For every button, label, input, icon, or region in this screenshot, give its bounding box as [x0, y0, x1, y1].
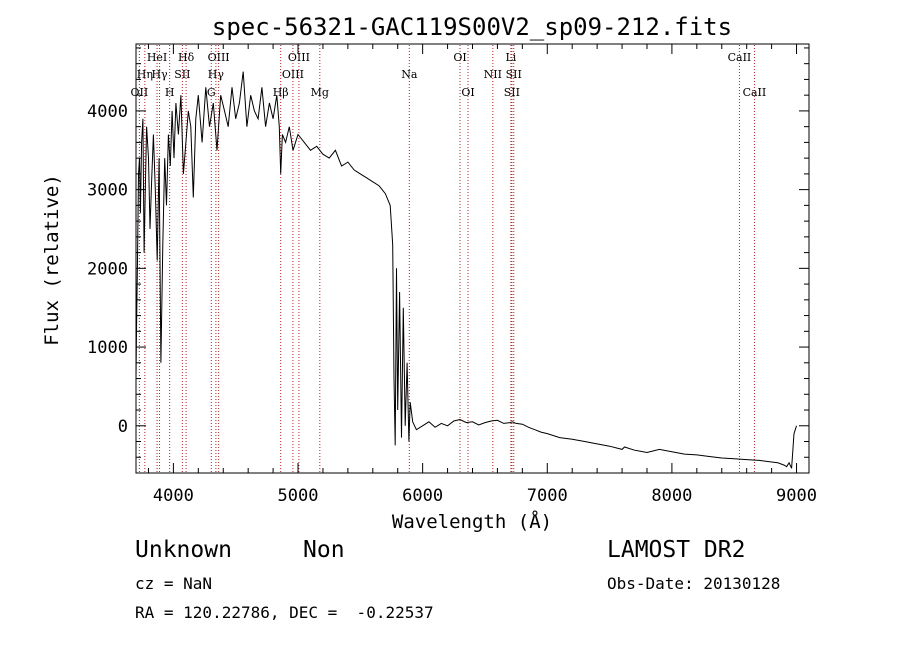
- observation-date: Obs-Date: 20130128: [607, 574, 781, 593]
- annotation-label: SII: [174, 68, 190, 81]
- annotation-label: CaII: [743, 86, 767, 99]
- annotation-label: H: [165, 86, 175, 99]
- y-tick-label: 0: [118, 417, 128, 437]
- annotation-label: Mg: [311, 86, 329, 99]
- series-layer: [135, 71, 797, 469]
- annotation-label: Hβ: [273, 86, 289, 99]
- annotation-label: SII: [504, 86, 520, 99]
- spectrum-line: [135, 71, 797, 469]
- y-tick-label: 1000: [87, 338, 128, 358]
- annotation-label: Hγ: [208, 68, 225, 81]
- y-tick-label: 3000: [87, 181, 128, 201]
- annotation-label: OIII: [282, 68, 304, 81]
- ra-dec-coordinates: RA = 120.22786, DEC = -0.22537: [135, 603, 434, 622]
- annotation-label: G: [207, 86, 216, 99]
- x-tick-label: 7000: [527, 486, 568, 506]
- x-axis-label: Wavelength (Å): [392, 510, 552, 533]
- annotation-label: OI: [453, 51, 466, 64]
- annotation-label: CaII: [728, 51, 752, 64]
- annotation-label: Hγ: [151, 68, 168, 81]
- x-tick-label: 8000: [651, 486, 692, 506]
- annotation-label: OII: [131, 86, 149, 99]
- annotation-label: OIII: [208, 51, 230, 64]
- annotation-label: SII: [506, 68, 522, 81]
- y-tick-label: 4000: [87, 102, 128, 122]
- plot-frame: [135, 43, 810, 474]
- x-tick-label: 5000: [278, 486, 319, 506]
- annotation-label: OIII: [288, 51, 310, 64]
- x-tick-label: 6000: [402, 486, 443, 506]
- object-class: Unknown: [135, 537, 232, 563]
- annotation-label: Hδ: [178, 51, 195, 64]
- axis-ticks: 4000 5000 6000 7000 8000 9000 0 1000 2000 3000 400…: [87, 44, 817, 506]
- line-annotations: OII Hη HeI Hγ H SII Hδ G Hγ OIII Hβ OIII OIII Mg Na OI O…: [131, 45, 767, 472]
- annotation-label: OI: [461, 86, 474, 99]
- y-axis-label: Flux (relative): [41, 174, 63, 346]
- annotation-label: Na: [401, 68, 418, 81]
- annotation-label: Hη: [137, 68, 153, 81]
- y-tick-label: 2000: [87, 259, 128, 279]
- x-tick-label: 4000: [153, 486, 194, 506]
- object-subclass: Non: [303, 537, 345, 563]
- chart-title: spec-56321-GAC119S00V2_sp09-212.fits: [212, 13, 732, 41]
- redshift-cz: cz = NaN: [135, 574, 213, 593]
- annotation-label: HeI: [147, 51, 167, 64]
- annotation-label: NII: [484, 68, 502, 81]
- annotation-label: Li: [505, 51, 516, 64]
- survey-name: LAMOST DR2: [607, 537, 746, 563]
- x-tick-label: 9000: [776, 486, 817, 506]
